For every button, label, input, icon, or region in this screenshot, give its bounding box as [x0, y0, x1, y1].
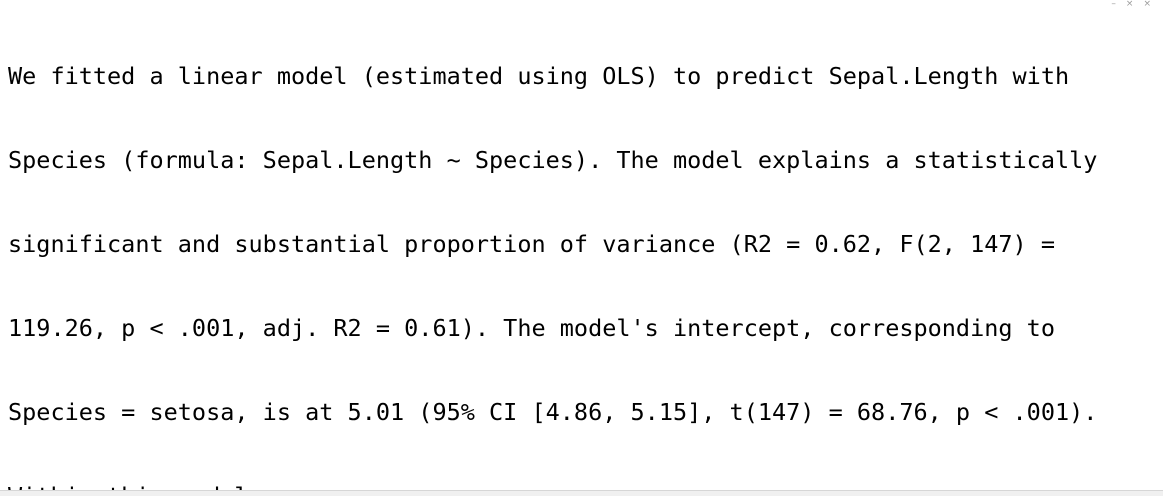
close-icon[interactable]: ×: [1125, 0, 1134, 9]
output-line: significant and substantial proportion o…: [8, 230, 1055, 258]
report-text: We fitted a linear model (estimated usin…: [8, 6, 1126, 490]
minimize-icon[interactable]: –: [1111, 0, 1116, 9]
output-line: Species (formula: Sepal.Length ~ Species…: [8, 146, 1098, 174]
console-bottom-border: [0, 490, 1163, 496]
output-line: We fitted a linear model (estimated usin…: [8, 62, 1070, 90]
output-line: 119.26, p < .001, adj. R2 = 0.61). The m…: [8, 314, 1055, 342]
window-controls: – × ×: [1111, 0, 1163, 9]
output-line: Within this model:: [8, 482, 1126, 490]
output-line: Species = setosa, is at 5.01 (95% CI [4.…: [8, 398, 1098, 426]
close-icon-secondary[interactable]: ×: [1143, 0, 1151, 9]
